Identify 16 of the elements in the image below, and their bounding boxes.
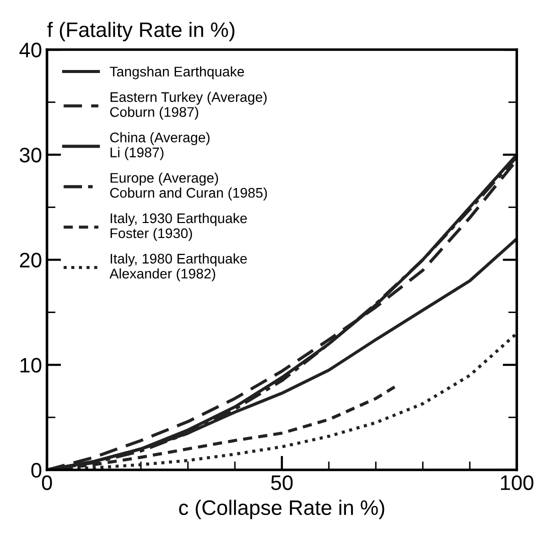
legend-label: China (Average) Li (1987) xyxy=(110,132,210,160)
legend-label: Tangshan Earthquake xyxy=(110,66,244,80)
y-tick-label: 0 xyxy=(31,462,42,478)
y-tick-label: 30 xyxy=(20,148,42,162)
x-tick-label: 100 xyxy=(500,475,534,490)
legend-label: Italy, 1980 Earthquake Alexander (1982) xyxy=(110,253,247,282)
legend-label: Europe (Average) Coburn and Curan (1985) xyxy=(110,172,267,200)
y-axis-title: f (Fatality Rate in %) xyxy=(47,22,234,42)
x-tick-label: 50 xyxy=(271,475,293,490)
y-tick-label: 10 xyxy=(20,358,42,373)
y-tick-label: 40 xyxy=(19,42,42,58)
legend-label: Eastern Turkey (Average) Coburn (1987) xyxy=(110,92,267,120)
x-axis-title: c (Collapse Rate in %) xyxy=(179,500,384,520)
x-tick-label: 0 xyxy=(42,475,52,490)
legend-label: Italy, 1930 Earthquake Foster (1930) xyxy=(110,212,247,241)
y-tick-label: 20 xyxy=(20,252,42,268)
